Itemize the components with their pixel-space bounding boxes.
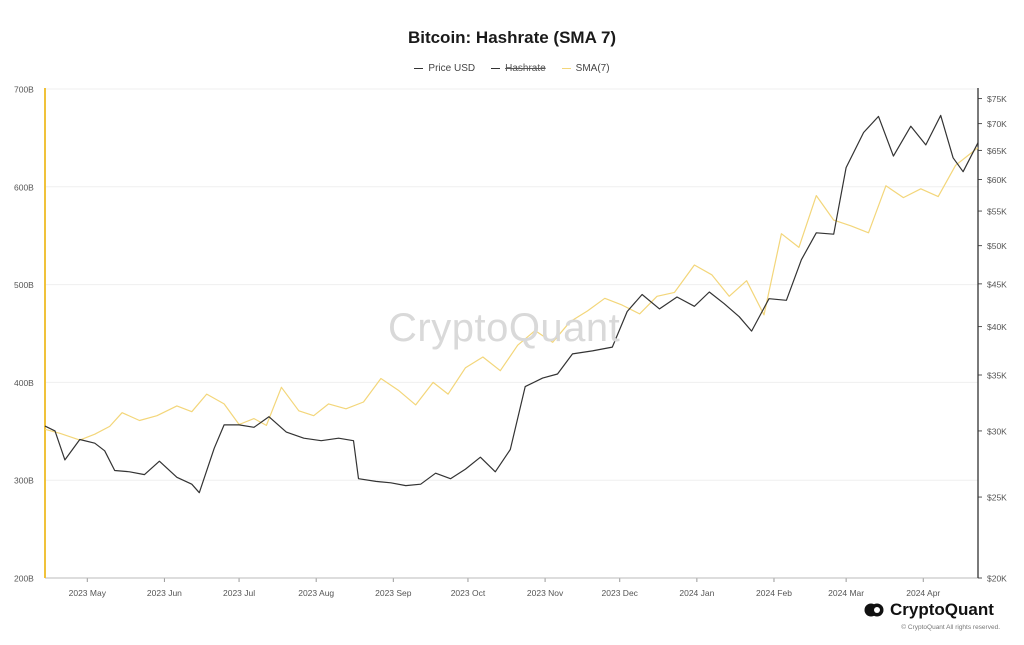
y-right-tick-label: $20K — [987, 574, 1007, 584]
legend: Price USD Hashrate SMA(7) — [0, 63, 1024, 74]
x-tick-label: 2023 Oct — [451, 588, 486, 598]
x-tick-label: 2023 Jun — [147, 588, 182, 598]
legend-swatch-sma — [561, 68, 571, 69]
x-tick-label: 2024 Mar — [828, 588, 864, 598]
brand-name: CryptoQuant — [890, 600, 994, 619]
legend-item-sma[interactable]: SMA(7) — [561, 63, 610, 74]
y-right-tick-label: $50K — [987, 241, 1007, 251]
y-right-tick-label: $70K — [987, 119, 1007, 129]
y-left-tick-label: 700B — [14, 85, 34, 95]
y-right-tick-label: $45K — [987, 279, 1007, 289]
chart-title: Bitcoin: Hashrate (SMA 7) — [407, 28, 617, 47]
legend-label-price: Price USD — [428, 63, 476, 74]
x-tick-label: 2023 May — [69, 588, 107, 598]
y-right-tick-label: $35K — [987, 371, 1007, 381]
y-right-tick-label: $55K — [987, 207, 1007, 217]
y-right-tick-label: $65K — [987, 146, 1007, 156]
series-line-price-usd — [44, 114, 979, 494]
copyright-text: © CryptoQuant All rights reserved. — [901, 624, 1000, 631]
x-tick-label: 2023 Jul — [223, 588, 255, 598]
y-left-tick-label: 400B — [14, 378, 34, 388]
y-right-tick-label: $75K — [987, 94, 1007, 104]
cryptoquant-logo-icon — [864, 603, 884, 617]
x-tick-label: 2024 Jan — [679, 588, 714, 598]
x-tick-label: 2023 Sep — [375, 588, 412, 598]
legend-label-hashrate: Hashrate — [505, 63, 546, 74]
y-right-tick-label: $25K — [987, 493, 1007, 503]
y-right-tick-label: $60K — [987, 175, 1007, 185]
y-right-tick-label: $30K — [987, 426, 1007, 436]
y-left-tick-label: 300B — [14, 476, 34, 486]
y-right-tick-label: $40K — [987, 322, 1007, 332]
brand-logo: CryptoQuant — [864, 600, 994, 620]
legend-swatch-hashrate — [491, 68, 501, 69]
y-left-tick-label: 500B — [14, 280, 34, 290]
legend-swatch-price — [414, 68, 424, 69]
x-tick-label: 2024 Feb — [756, 588, 792, 598]
x-tick-label: 2024 Apr — [906, 588, 940, 598]
series-line-sma7 — [44, 147, 979, 441]
legend-item-hashrate[interactable]: Hashrate — [491, 63, 546, 74]
x-tick-label: 2023 Nov — [527, 588, 564, 598]
y-left-tick-label: 200B — [14, 574, 34, 584]
legend-item-price[interactable]: Price USD — [414, 63, 475, 74]
x-tick-label: 2023 Dec — [602, 588, 639, 598]
x-tick-label: 2023 Aug — [298, 588, 334, 598]
y-left-tick-label: 600B — [14, 182, 34, 192]
legend-label-sma: SMA(7) — [575, 63, 610, 74]
